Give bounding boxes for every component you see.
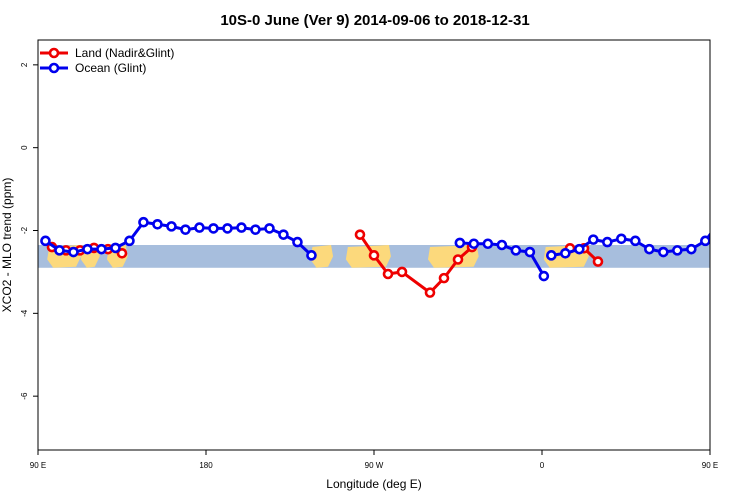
data-point [166,221,177,232]
data-point [644,243,655,255]
data-point [734,247,742,255]
chart-title: 10S-0 June (Ver 9) 2014-09-06 to 2018-12… [220,12,529,29]
y-axis-label: XCO2 - MLO trend (ppm) [0,178,14,313]
data-point [574,243,585,255]
data-point [250,224,261,235]
data-point [454,237,466,249]
data-point [468,238,480,250]
data-point [354,229,366,240]
data-point [54,245,65,256]
data-point [82,243,93,255]
data-point [686,243,697,255]
data-point [452,254,464,265]
data-point [382,268,394,280]
x-tick-label: 90 W [365,461,384,470]
data-point [368,250,380,261]
data-point [510,245,522,256]
data-point [124,235,135,247]
data-point [592,256,604,267]
data-point [68,246,79,258]
x-tick-label: 90 E [702,461,718,470]
x-tick-label: 0 [540,461,545,470]
legend-swatch-marker [48,62,60,74]
data-point [616,233,627,245]
data-point [438,272,450,284]
data-point [700,235,710,247]
land-shape [310,245,334,268]
land-shape [717,245,749,268]
plot-area [38,216,750,298]
data-point [546,250,557,261]
y-tick-label: -4 [20,309,29,317]
x-tick-label: 180 [199,461,213,470]
data-point [292,236,303,248]
y-axis: 2 0 -2 -4 -6 [20,62,38,400]
y-tick-label: 0 [20,145,29,150]
data-point [222,223,233,234]
x-axis-label: Longitude (deg E) [326,477,421,491]
data-point [424,287,436,298]
x-tick-label: 90 E [30,461,46,470]
data-point [538,270,550,282]
data-point [602,236,613,248]
legend-entry: Land (Nadir&Glint) [40,46,174,60]
data-point [658,246,669,258]
data-point [208,223,219,234]
x-axis: 90 E 180 90 W 0 90 E [30,450,718,470]
legend: Land (Nadir&Glint)Ocean (Glint) [40,46,174,75]
data-point [396,266,408,278]
data-point [743,223,750,231]
data-point [588,234,599,245]
data-point [116,247,128,259]
data-point [40,235,51,247]
y-tick-label: -2 [20,226,29,234]
data-point [96,243,107,255]
data-point [180,224,191,235]
series-layer [40,216,750,298]
data-point [482,238,494,250]
data-point [306,250,317,261]
data-point [264,223,275,234]
data-point [729,222,737,230]
series-ocean [40,216,750,282]
data-point [630,235,641,247]
data-point [672,245,683,256]
data-point [720,243,728,251]
data-point [496,239,508,251]
legend-label: Ocean (Glint) [75,61,146,75]
legend-entry: Ocean (Glint) [40,61,146,75]
legend-label: Land (Nadir&Glint) [75,46,174,60]
series-line [724,246,750,253]
data-point [194,222,205,233]
data-point [152,218,163,230]
data-point [524,246,536,258]
data-point [236,222,247,233]
legend-swatch-marker [48,47,60,59]
data-point [110,242,121,254]
y-tick-label: 2 [20,62,29,67]
data-point [278,229,289,240]
data-point [560,247,571,259]
data-point [138,216,149,228]
y-tick-label: -6 [20,392,29,400]
data-point [715,218,723,226]
